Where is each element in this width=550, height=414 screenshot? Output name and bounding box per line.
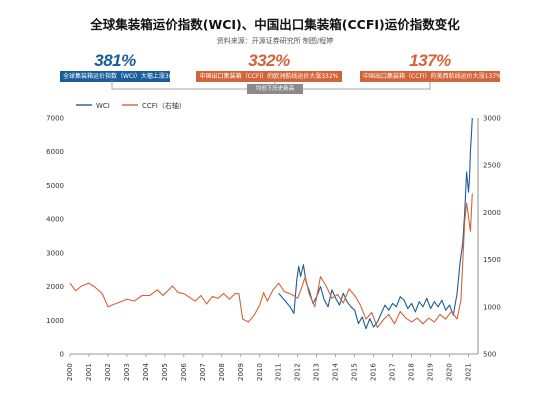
y-left-tick-label: 6000 bbox=[46, 148, 64, 156]
y-left-tick-label: 0 bbox=[60, 351, 64, 359]
x-tick-label: 2014 bbox=[332, 363, 340, 381]
connector-line-left bbox=[111, 80, 247, 90]
legend-ccfi-label: CCFI（右轴） bbox=[142, 101, 186, 110]
y-left-tick-label: 7000 bbox=[46, 115, 64, 123]
legend: WCI CCFI（右轴） bbox=[76, 101, 186, 110]
y-right-tick-label: 3000 bbox=[483, 115, 501, 123]
x-tick-label: 2005 bbox=[161, 363, 169, 381]
x-tick-label: 2008 bbox=[218, 363, 226, 381]
callout-wci-pct: 381% bbox=[94, 51, 136, 70]
y-right-tick-label: 1500 bbox=[483, 256, 501, 264]
callout-ccfi-uswest: 137% 中国出口集装箱（CCFI）的美西航线运价大涨137% bbox=[360, 51, 502, 82]
chart-source: 资料来源：开源证券研究所 制图/程婷 bbox=[216, 37, 334, 45]
x-tick-label: 2019 bbox=[427, 363, 435, 381]
callout-ccfi-europe-pct: 332% bbox=[248, 51, 290, 70]
x-tick-label: 2004 bbox=[142, 363, 150, 381]
record-high-note: 均创下历史新高 bbox=[247, 84, 303, 94]
x-tick-label: 2007 bbox=[199, 363, 207, 381]
callout-wci-text: 全球集装箱运价指数（WCI）大幅上涨381% bbox=[60, 71, 182, 82]
x-tick-label: 2001 bbox=[85, 363, 93, 381]
y-left-tick-label: 5000 bbox=[46, 182, 64, 190]
x-tick-label: 2020 bbox=[446, 363, 454, 381]
x-tick-label: 2006 bbox=[180, 363, 188, 381]
x-tick-label: 2015 bbox=[351, 363, 359, 381]
x-tick-label: 2013 bbox=[313, 363, 321, 381]
x-tick-label: 2009 bbox=[237, 363, 245, 381]
wci-series-line bbox=[278, 117, 473, 330]
connector-line-right bbox=[303, 80, 431, 90]
callout-ccfi-europe-text: 中国出口集装箱（CCFI）的欧洲航线运价大涨332% bbox=[196, 71, 342, 82]
ccfi-series-line bbox=[69, 193, 473, 329]
y-left-tick-label: 3000 bbox=[46, 249, 64, 257]
callout-wci: 381% 全球集装箱运价指数（WCI）大幅上涨381% bbox=[60, 51, 182, 82]
y-left-tick-label: 2000 bbox=[46, 283, 64, 291]
callout-ccfi-europe: 332% 中国出口集装箱（CCFI）的欧洲航线运价大涨332% bbox=[196, 52, 342, 82]
legend-wci-label: WCI bbox=[96, 102, 110, 110]
x-tick-label: 2012 bbox=[294, 363, 302, 381]
x-tick-label: 2000 bbox=[66, 363, 74, 381]
x-tick-label: 2010 bbox=[256, 363, 264, 381]
callout-ccfi-uswest-text: 中国出口集装箱（CCFI）的美西航线运价大涨137% bbox=[360, 71, 502, 82]
x-tick-label: 2021 bbox=[465, 363, 473, 381]
x-tick-label: 2003 bbox=[123, 363, 131, 381]
x-tick-label: 2002 bbox=[104, 363, 112, 381]
y-right-tick-label: 1000 bbox=[483, 303, 501, 311]
x-tick-label: 2018 bbox=[408, 363, 416, 381]
x-tick-label: 2011 bbox=[275, 363, 283, 381]
chart-title: 全球集装箱运价指数(WCI)、中国出口集装箱(CCFI)运价指数变化 bbox=[90, 17, 460, 32]
x-tick-label: 2016 bbox=[370, 363, 378, 381]
y-left-tick-label: 1000 bbox=[46, 317, 64, 325]
x-tick-label: 2017 bbox=[389, 363, 397, 381]
y-right-tick-label: 500 bbox=[483, 351, 496, 359]
y-left-tick-label: 4000 bbox=[46, 216, 64, 224]
callout-ccfi-uswest-pct: 137% bbox=[409, 51, 451, 70]
y-right-tick-label: 2500 bbox=[483, 162, 501, 170]
y-right-tick-label: 2000 bbox=[483, 209, 501, 217]
